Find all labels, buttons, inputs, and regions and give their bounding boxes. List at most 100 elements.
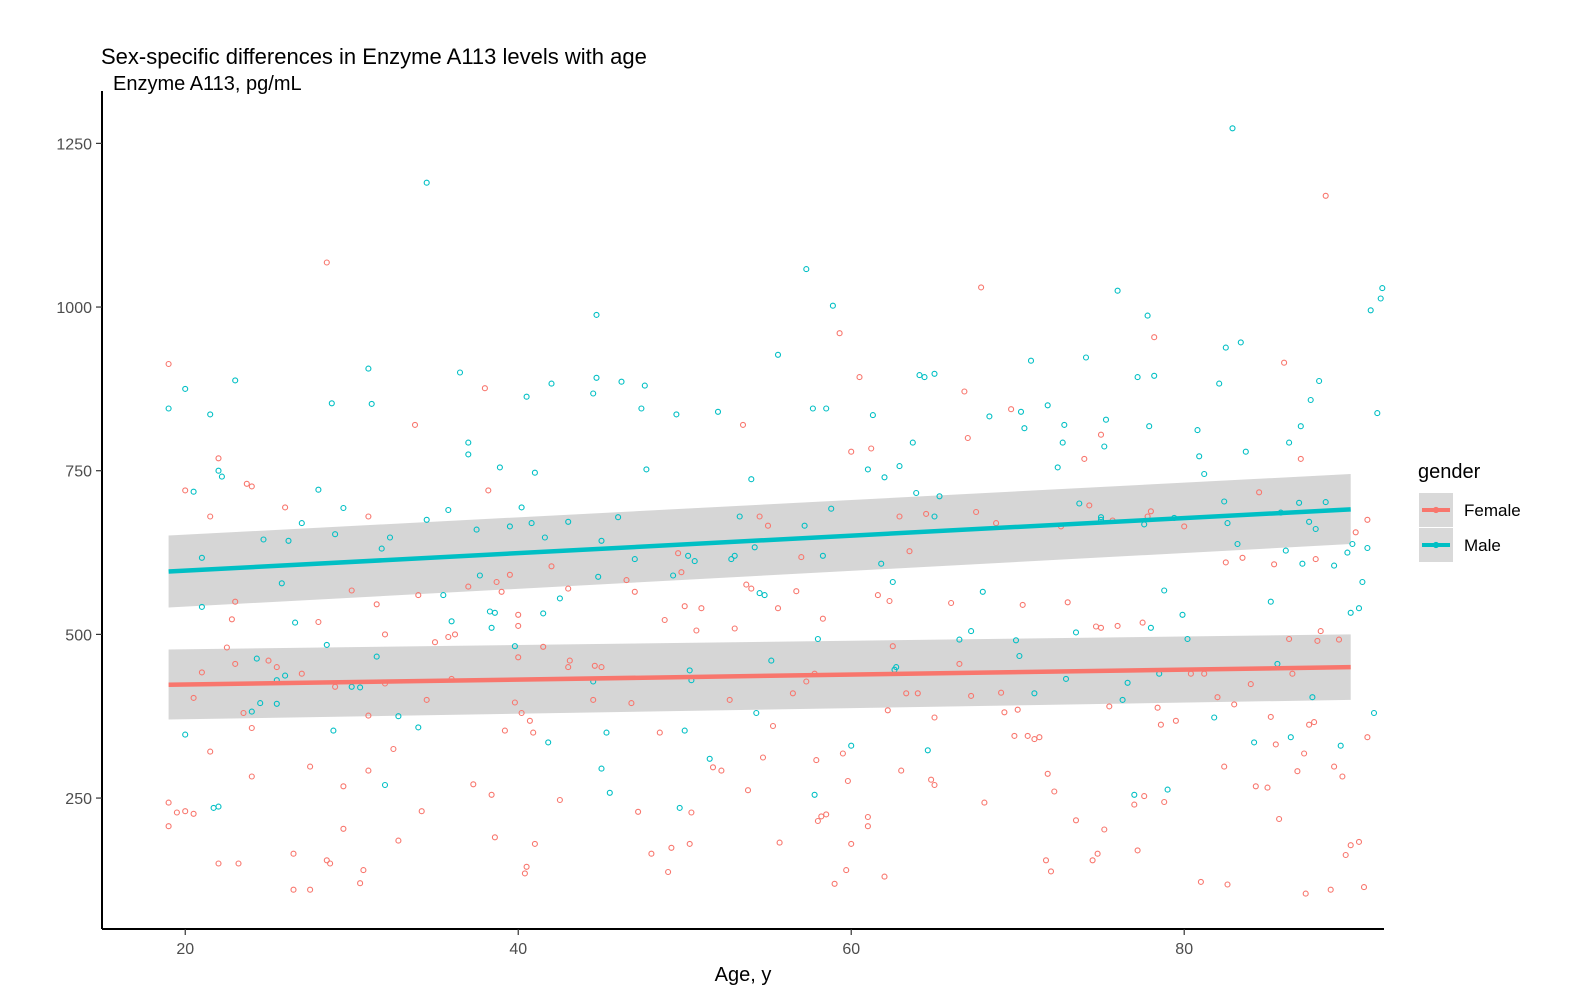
y-tick-label: 1250 [56, 136, 92, 153]
data-point [789, 690, 796, 697]
data-point [756, 513, 763, 520]
data-point [793, 588, 800, 595]
data-point [1352, 529, 1359, 536]
data-point [518, 709, 525, 717]
data-point [961, 388, 968, 395]
y-tick-label: 1000 [56, 300, 92, 317]
data-point [848, 742, 855, 749]
data-point [1097, 624, 1105, 631]
data-point [315, 618, 322, 626]
x-tick-label: 20 [176, 941, 194, 958]
data-point [670, 572, 677, 579]
data-point [916, 372, 923, 379]
data-point [488, 624, 495, 631]
x-tick-label: 40 [509, 941, 527, 958]
data-point [531, 469, 538, 476]
data-point [635, 808, 642, 815]
data-point [748, 585, 755, 592]
data-point [819, 552, 826, 559]
data-point [803, 678, 810, 685]
data-point [823, 811, 830, 818]
data-point [545, 739, 552, 746]
data-point [481, 385, 488, 392]
data-point [1224, 520, 1231, 527]
data-point [993, 520, 1000, 527]
data-point [968, 628, 975, 635]
data-point [332, 531, 339, 538]
data-point [675, 550, 682, 557]
data-point [748, 476, 755, 483]
data-point [368, 400, 375, 407]
data-point [1097, 514, 1105, 521]
data-point [257, 700, 264, 707]
data-point [869, 412, 876, 419]
data-point [1044, 402, 1051, 409]
data-point [540, 610, 547, 617]
data-point [323, 259, 330, 266]
data-point [973, 508, 980, 516]
data-point [248, 724, 255, 732]
data-point [1299, 560, 1306, 567]
data-point [798, 554, 805, 561]
data-point [1231, 701, 1238, 708]
data-point [207, 411, 214, 418]
data-point [565, 518, 572, 525]
data-point [896, 513, 903, 520]
data-point [565, 664, 572, 671]
data-point [1042, 857, 1050, 864]
data-point [1181, 523, 1188, 530]
data-point [828, 505, 835, 512]
data-point [1316, 377, 1323, 385]
data-point [843, 867, 850, 874]
data-point [1364, 516, 1371, 523]
data-point [923, 510, 930, 517]
data-point [878, 560, 885, 567]
data-point [215, 467, 222, 474]
data-point [913, 489, 920, 497]
data-point [1092, 623, 1100, 630]
data-point [1076, 500, 1083, 507]
data-point [373, 601, 380, 608]
data-point [776, 839, 783, 846]
data-point [218, 473, 225, 480]
data-point [307, 886, 314, 893]
data-point [1296, 499, 1303, 506]
data-point [248, 773, 255, 780]
data-point [881, 873, 888, 880]
data-point [235, 860, 242, 867]
data-point [1147, 624, 1154, 631]
data-point [1012, 637, 1020, 644]
data-point [501, 727, 508, 734]
data-point [998, 689, 1005, 696]
data-point [1309, 694, 1316, 701]
data-point [761, 592, 768, 599]
data-point [548, 563, 555, 570]
data-point [978, 284, 985, 291]
data-point [986, 413, 993, 420]
data-point [1059, 439, 1066, 446]
data-point [1144, 312, 1151, 319]
data-point [714, 408, 722, 415]
data-point [1364, 544, 1371, 552]
data-point [848, 840, 855, 847]
data-point [1027, 357, 1035, 364]
data-point [744, 787, 752, 794]
legend-key-male-point [1432, 541, 1440, 549]
data-point [292, 619, 299, 626]
data-point [814, 635, 821, 643]
data-point [1064, 599, 1071, 606]
data-point [526, 717, 533, 724]
data-point [365, 767, 372, 774]
data-point [182, 731, 189, 738]
data-point [1061, 421, 1068, 428]
data-point [829, 302, 836, 309]
data-point [365, 712, 372, 719]
data-point [1019, 601, 1026, 608]
data-point [1307, 396, 1314, 404]
data-point [968, 692, 975, 699]
data-point [768, 657, 775, 664]
data-point [688, 809, 695, 816]
data-point [874, 592, 881, 599]
y-tick-label: 250 [65, 791, 92, 808]
data-point [1021, 425, 1028, 432]
